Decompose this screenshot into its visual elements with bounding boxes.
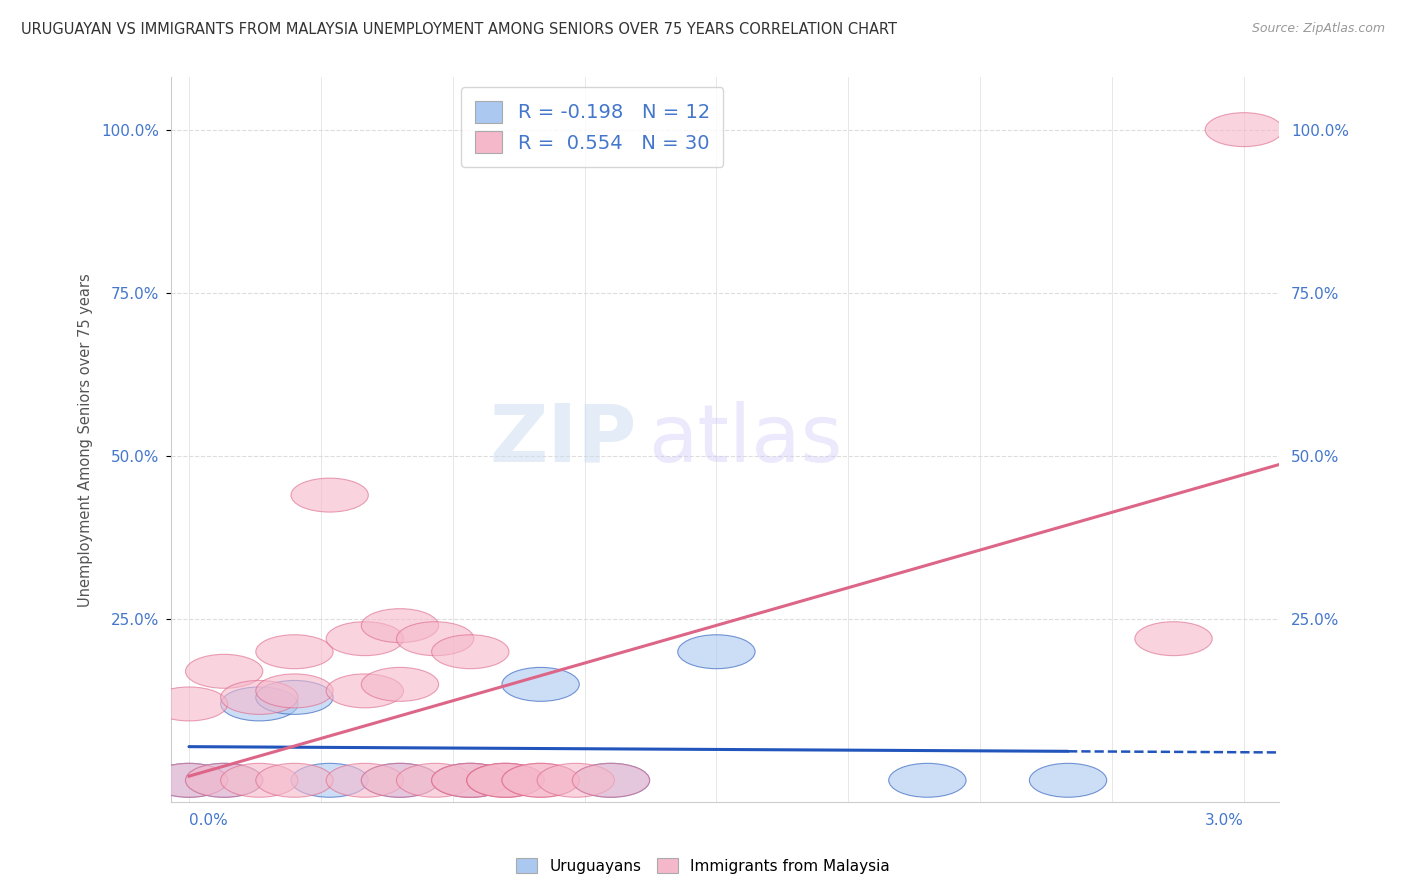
- Ellipse shape: [361, 667, 439, 701]
- Legend: R = -0.198   N = 12, R =  0.554   N = 30: R = -0.198 N = 12, R = 0.554 N = 30: [461, 87, 724, 167]
- Ellipse shape: [326, 622, 404, 656]
- Ellipse shape: [1029, 764, 1107, 797]
- Ellipse shape: [502, 764, 579, 797]
- Ellipse shape: [889, 764, 966, 797]
- Text: 0.0%: 0.0%: [188, 813, 228, 828]
- Y-axis label: Unemployment Among Seniors over 75 years: Unemployment Among Seniors over 75 years: [79, 273, 93, 607]
- Ellipse shape: [256, 635, 333, 669]
- Ellipse shape: [150, 687, 228, 721]
- Legend: Uruguayans, Immigrants from Malaysia: Uruguayans, Immigrants from Malaysia: [510, 852, 896, 880]
- Ellipse shape: [467, 764, 544, 797]
- Ellipse shape: [291, 764, 368, 797]
- Text: URUGUAYAN VS IMMIGRANTS FROM MALAYSIA UNEMPLOYMENT AMONG SENIORS OVER 75 YEARS C: URUGUAYAN VS IMMIGRANTS FROM MALAYSIA UN…: [21, 22, 897, 37]
- Ellipse shape: [361, 608, 439, 642]
- Ellipse shape: [432, 764, 509, 797]
- Ellipse shape: [396, 764, 474, 797]
- Ellipse shape: [432, 635, 509, 669]
- Ellipse shape: [150, 764, 228, 797]
- Ellipse shape: [221, 681, 298, 714]
- Ellipse shape: [326, 764, 404, 797]
- Text: ZIP: ZIP: [489, 401, 637, 479]
- Ellipse shape: [256, 764, 333, 797]
- Ellipse shape: [291, 478, 368, 512]
- Ellipse shape: [186, 655, 263, 689]
- Text: 3.0%: 3.0%: [1205, 813, 1244, 828]
- Ellipse shape: [572, 764, 650, 797]
- Text: Source: ZipAtlas.com: Source: ZipAtlas.com: [1251, 22, 1385, 36]
- Ellipse shape: [1205, 112, 1282, 146]
- Ellipse shape: [326, 674, 404, 708]
- Ellipse shape: [467, 764, 544, 797]
- Ellipse shape: [432, 764, 509, 797]
- Ellipse shape: [537, 764, 614, 797]
- Ellipse shape: [256, 674, 333, 708]
- Ellipse shape: [221, 764, 298, 797]
- Ellipse shape: [678, 635, 755, 669]
- Ellipse shape: [361, 764, 439, 797]
- Ellipse shape: [150, 764, 228, 797]
- Ellipse shape: [432, 764, 509, 797]
- Ellipse shape: [502, 667, 579, 701]
- Ellipse shape: [361, 764, 439, 797]
- Ellipse shape: [467, 764, 544, 797]
- Ellipse shape: [396, 622, 474, 656]
- Ellipse shape: [502, 764, 579, 797]
- Ellipse shape: [186, 764, 263, 797]
- Ellipse shape: [186, 764, 263, 797]
- Text: atlas: atlas: [648, 401, 842, 479]
- Ellipse shape: [1135, 622, 1212, 656]
- Ellipse shape: [572, 764, 650, 797]
- Ellipse shape: [221, 687, 298, 721]
- Ellipse shape: [256, 681, 333, 714]
